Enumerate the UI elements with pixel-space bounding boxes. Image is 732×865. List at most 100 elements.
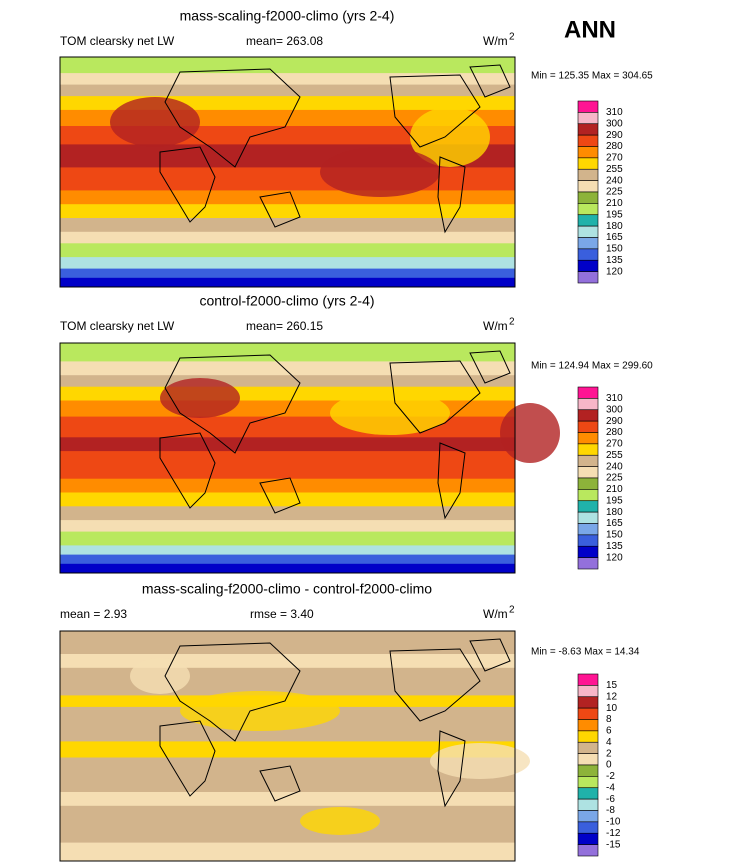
map-band (60, 57, 515, 74)
colorbar-label: 210 (606, 198, 623, 209)
coastline (437, 730, 466, 808)
coastline (159, 146, 216, 223)
map-band (60, 654, 515, 669)
colorbar-label: 255 (606, 164, 623, 175)
panel-title: control-f2000-climo (yrs 2-4) (199, 293, 374, 309)
colorbar-box (577, 454, 599, 467)
colorbar-box (577, 776, 599, 789)
map-band (60, 268, 515, 279)
colorbar-label: 195 (606, 495, 623, 506)
coastline (164, 642, 301, 742)
colorbar-box (577, 764, 599, 777)
map-band (60, 343, 515, 362)
colorbar-box (577, 719, 599, 732)
colorbar-box (577, 753, 599, 766)
colorbar-box (577, 191, 599, 204)
colorbar-label: 225 (606, 473, 623, 484)
coastline (164, 68, 301, 168)
colorbar-label: 135 (606, 541, 623, 552)
colorbar-box (577, 168, 599, 181)
colorbar-label: 280 (606, 141, 623, 152)
map-band (60, 492, 515, 507)
map-patch (320, 147, 440, 197)
map-band (60, 451, 515, 480)
colorbar-label: 300 (606, 118, 623, 129)
colorbar-label: 240 (606, 461, 623, 472)
colorbar-label: 240 (606, 175, 623, 186)
colorbar-box (577, 787, 599, 800)
map-frame (59, 56, 516, 288)
map-patch (110, 97, 200, 147)
colorbar-label: 6 (606, 726, 612, 737)
map-band (60, 563, 515, 574)
colorbar-label: -2 (606, 771, 615, 782)
colorbar-box (577, 545, 599, 558)
colorbar-box (577, 534, 599, 547)
coastline (259, 477, 301, 514)
colorbar-box (577, 798, 599, 811)
map-band (60, 506, 515, 521)
map-patch (330, 391, 450, 435)
map-band (60, 792, 515, 807)
colorbar-label: 165 (606, 518, 623, 529)
colorbar-label: 255 (606, 450, 623, 461)
season-label: ANN (564, 16, 616, 43)
coastline (469, 64, 511, 98)
map-band (60, 437, 515, 452)
coastline (389, 648, 481, 722)
colorbar-box (577, 511, 599, 524)
map-frame (59, 630, 516, 862)
map-band (60, 554, 515, 565)
coastline (159, 432, 216, 509)
map-band (60, 73, 515, 86)
map-patch (500, 403, 560, 463)
units: W/m (483, 34, 508, 48)
left-label: TOM clearsky net LW (60, 319, 175, 333)
colorbar-box (577, 386, 599, 399)
map-band (60, 277, 515, 288)
colorbar-label: 195 (606, 209, 623, 220)
colorbar-label: 270 (606, 153, 623, 164)
colorbar-label: -6 (606, 794, 615, 805)
colorbar-box (577, 432, 599, 445)
coastline (389, 74, 481, 148)
colorbar-label: 180 (606, 507, 623, 518)
colorbar-label: 165 (606, 232, 623, 243)
colorbar-label: 180 (606, 221, 623, 232)
units-exponent: 2 (509, 317, 515, 328)
colorbar-box (577, 489, 599, 502)
colorbar-box (577, 844, 599, 857)
units: W/m (483, 319, 508, 333)
center-label: mean= 260.15 (246, 319, 323, 333)
map-patch (430, 743, 530, 779)
coastline (389, 360, 481, 434)
map-frame (59, 342, 516, 574)
colorbar-box (577, 696, 599, 709)
colorbar-box (577, 741, 599, 754)
colorbar-box (577, 112, 599, 125)
colorbar-label: 15 (606, 680, 618, 691)
colorbar-label: 150 (606, 244, 623, 255)
colorbar-box (577, 477, 599, 490)
coastline (259, 191, 301, 228)
map-patch (300, 807, 380, 835)
colorbar-label: 300 (606, 404, 623, 415)
min-max: Min = 125.35 Max = 304.65 (531, 71, 653, 82)
units: W/m (483, 607, 508, 621)
map-band (60, 842, 515, 862)
map-band (60, 386, 515, 401)
colorbar-label: 290 (606, 416, 623, 427)
map (60, 631, 530, 862)
colorbar-label: 310 (606, 393, 623, 404)
colorbar-box (577, 821, 599, 834)
map-band (60, 531, 515, 546)
map-band (60, 520, 515, 533)
map-band (60, 741, 515, 758)
coastline (164, 354, 301, 454)
colorbar-box (577, 214, 599, 227)
colorbar-box (577, 832, 599, 845)
panel-title: mass-scaling-f2000-climo (yrs 2-4) (180, 8, 395, 24)
coastline (437, 442, 466, 520)
colorbar-box (577, 707, 599, 720)
